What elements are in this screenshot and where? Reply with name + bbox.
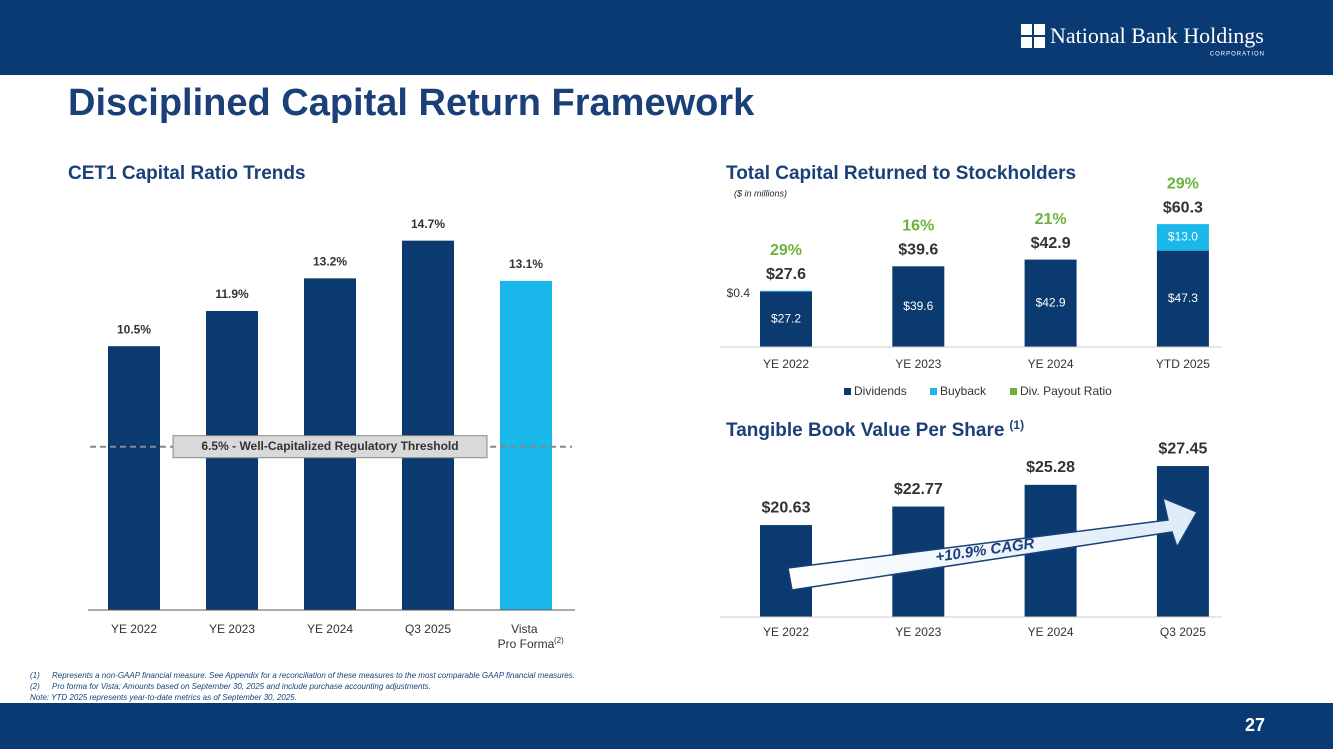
value-label: $27.45 xyxy=(1158,440,1207,457)
logo-icon xyxy=(1021,24,1045,48)
header-band xyxy=(0,0,1333,75)
title-note: (1) xyxy=(1009,418,1024,432)
total-label: $60.3 xyxy=(1163,199,1203,216)
value-label: 14.7% xyxy=(411,217,445,231)
bar xyxy=(1156,466,1209,617)
bar-segment xyxy=(760,290,812,292)
title-text: Tangible Book Value Per Share xyxy=(726,420,1004,441)
bar-segment xyxy=(1024,259,1077,347)
value-label: 13.2% xyxy=(313,255,347,269)
x-tick-label: YE 2023 xyxy=(895,357,941,371)
total-label: $39.6 xyxy=(898,242,938,259)
legend-label: Buyback xyxy=(940,384,987,398)
x-tick-label: Q3 2025 xyxy=(1160,625,1206,639)
segment-label: $42.9 xyxy=(1036,295,1066,309)
bar xyxy=(108,346,160,610)
ratio-label: 29% xyxy=(770,242,802,259)
page-number: 27 xyxy=(1245,715,1265,735)
ratio-label: 29% xyxy=(1167,175,1199,192)
legend-label: Dividends xyxy=(854,384,907,398)
x-tick-label: YE 2024 xyxy=(1028,625,1074,639)
x-tick-label: YE 2024 xyxy=(1028,357,1074,371)
x-tick-label: YE 2022 xyxy=(763,625,809,639)
legend-swatch xyxy=(930,388,937,395)
value-label: $22.77 xyxy=(894,481,943,498)
bar xyxy=(500,280,552,610)
ratio-label: 16% xyxy=(902,218,934,235)
note: Note: YTD 2025 represents year-to-date m… xyxy=(30,693,297,702)
legend-label: Div. Payout Ratio xyxy=(1020,384,1112,398)
segment-label: $27.2 xyxy=(771,311,801,325)
footnote-marker: (1) xyxy=(30,671,40,680)
bar-segment xyxy=(1156,250,1209,347)
total-label: $27.6 xyxy=(766,266,806,283)
legend-swatch xyxy=(1010,388,1017,395)
logo-sub: CORPORATION xyxy=(1210,52,1265,58)
total-label: $42.9 xyxy=(1031,235,1071,252)
segment-label: $47.3 xyxy=(1168,291,1198,305)
reference-label: 6.5% - Well-Capitalized Regulatory Thres… xyxy=(201,439,458,453)
footnote-marker: (2) xyxy=(30,682,40,691)
chart-subtitle: ($ in millions) xyxy=(734,188,787,198)
segment-label: $39.6 xyxy=(903,299,933,313)
bar-segment xyxy=(760,291,812,347)
x-tick-label: YE 2023 xyxy=(895,625,941,639)
footer-band xyxy=(0,703,1333,749)
slide-title: Disciplined Capital Return Framework xyxy=(68,82,755,124)
value-label: $25.28 xyxy=(1026,459,1075,476)
value-label: 10.5% xyxy=(117,322,151,336)
category-note: (2) xyxy=(554,636,564,645)
cagr-arrow xyxy=(787,496,1199,591)
chart-title: CET1 Capital Ratio Trends xyxy=(68,163,306,184)
value-label: 11.9% xyxy=(215,287,249,301)
x-tick-label: YE 2023 xyxy=(209,622,255,636)
x-tick-label: YE 2022 xyxy=(763,357,809,371)
bar xyxy=(402,240,454,610)
reference-label-box xyxy=(172,435,488,459)
value-label: $20.63 xyxy=(762,499,811,516)
footnote: Represents a non-GAAP financial measure.… xyxy=(52,671,575,680)
x-tick-label: Q3 2025 xyxy=(405,622,451,636)
chart-title: Total Capital Returned to Stockholders xyxy=(726,163,1076,184)
footnote: Pro forma for Vista; Amounts based on Se… xyxy=(52,682,431,691)
x-tick-label: Vista Pro Forma xyxy=(498,622,555,651)
logo-name: National Bank Holdings xyxy=(1050,23,1264,48)
x-tick-label: YE 2022 xyxy=(111,622,157,636)
ratio-label: 21% xyxy=(1035,211,1067,228)
bar-segment xyxy=(1156,224,1209,251)
bar xyxy=(206,311,258,610)
bar-segment xyxy=(892,266,945,347)
x-tick-label: YE 2024 xyxy=(307,622,353,636)
x-tick-label: YTD 2025 xyxy=(1156,357,1210,371)
value-label: 13.1% xyxy=(509,257,543,271)
segment-label: $13.0 xyxy=(1168,230,1198,244)
legend-swatch xyxy=(844,388,851,395)
chart-title: Tangible Book Value Per Share (1) xyxy=(726,418,1024,441)
segment-label: $0.4 xyxy=(727,286,751,300)
